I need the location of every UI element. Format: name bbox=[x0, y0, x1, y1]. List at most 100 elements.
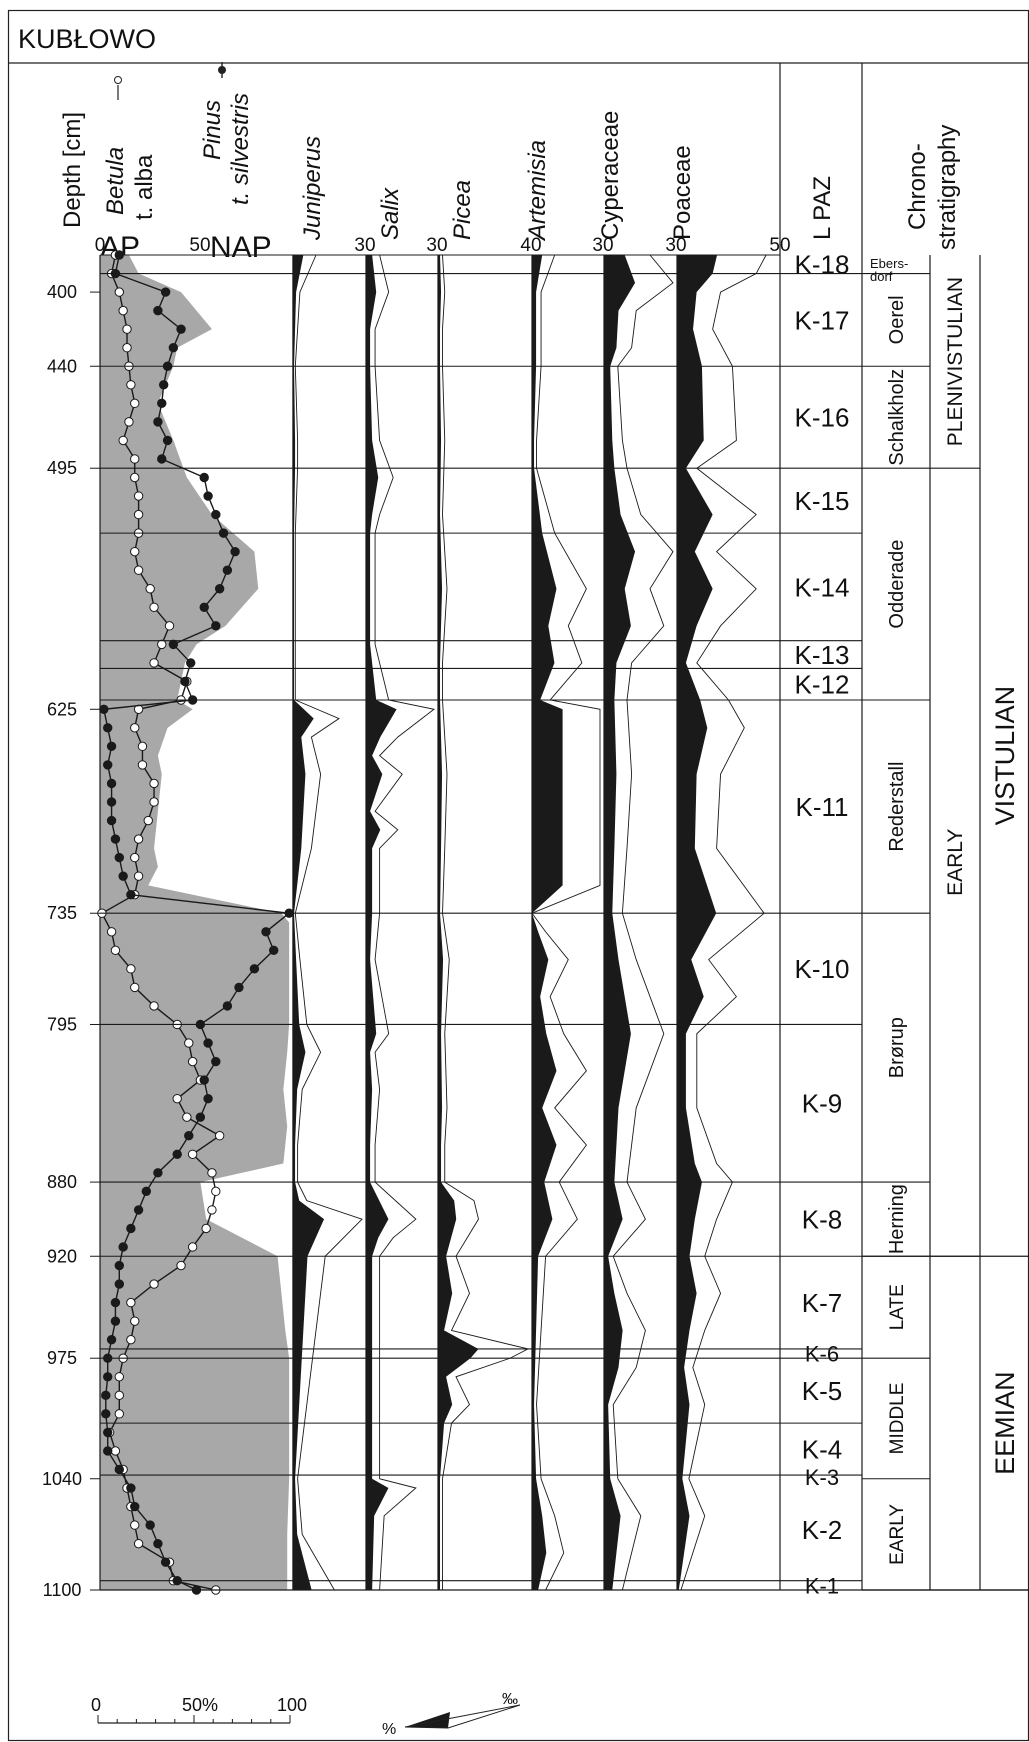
pinus-point bbox=[172, 1149, 182, 1159]
betula-point bbox=[114, 287, 125, 297]
pinus-point bbox=[261, 927, 271, 937]
zone-label-k-5: K-5 bbox=[802, 1376, 842, 1406]
period-label: VISTULIAN bbox=[990, 686, 1020, 826]
column-scale-labels: 0 50 30 30 40 30 30 50 bbox=[95, 235, 791, 256]
cyperaceae-exaggeration-line bbox=[612, 254, 674, 1591]
pinus-taxon-header: t. silvestris bbox=[227, 93, 254, 205]
betula-taxon-header: t. alba bbox=[131, 154, 158, 220]
scale-label: 40 bbox=[520, 235, 541, 256]
pinus-point bbox=[184, 1131, 194, 1141]
depth-tick-label: 1100 bbox=[43, 1580, 82, 1600]
betula-point bbox=[149, 1001, 159, 1011]
betula-point bbox=[122, 324, 132, 334]
betula-point bbox=[114, 1372, 125, 1382]
betula-point bbox=[130, 454, 140, 464]
ap-total-area bbox=[100, 255, 290, 1590]
betula-point bbox=[149, 602, 159, 612]
stage-label: Odderade bbox=[886, 540, 908, 629]
pinus-point bbox=[126, 1483, 136, 1493]
salix-exaggeration-line bbox=[374, 254, 436, 1591]
pinus-point bbox=[162, 435, 173, 446]
zone-label-k-6: K-6 bbox=[805, 1342, 839, 1367]
chrono-header-1: Chrono- bbox=[904, 143, 931, 230]
pinus-point bbox=[222, 565, 233, 575]
betula-point bbox=[130, 546, 140, 557]
picea-exaggeration-line bbox=[442, 254, 530, 1590]
betula-point bbox=[149, 1279, 159, 1289]
pinus-point bbox=[110, 1316, 121, 1326]
zone-label-k-8: K-8 bbox=[802, 1205, 842, 1235]
stage-label: MIDDLE bbox=[887, 1383, 908, 1455]
period-label: EEMIAN bbox=[990, 1371, 1020, 1475]
betula-point bbox=[187, 1149, 198, 1159]
betula-point bbox=[126, 380, 136, 390]
betula-point bbox=[126, 964, 136, 974]
betula-point bbox=[149, 797, 159, 807]
betula-point bbox=[182, 1112, 192, 1122]
pinus-point bbox=[180, 676, 190, 687]
betula-point bbox=[133, 509, 144, 520]
pinus-point bbox=[103, 1427, 113, 1438]
pinus-point bbox=[133, 1205, 144, 1215]
betula-point bbox=[214, 1131, 225, 1141]
depth-tick-label: 735 bbox=[47, 903, 77, 923]
zone-label-k-14: K-14 bbox=[795, 572, 850, 602]
pinus-point bbox=[158, 380, 169, 390]
zone-label-k-11: K-11 bbox=[796, 792, 849, 822]
betula-point bbox=[157, 639, 167, 650]
depth-header: Depth [cm] bbox=[59, 112, 86, 228]
pinus-point bbox=[199, 1075, 209, 1085]
scale-label-0: 0 bbox=[91, 1695, 101, 1715]
pinus-point bbox=[130, 1501, 140, 1512]
pinus-point bbox=[126, 889, 136, 900]
depth-tick-label: 880 bbox=[47, 1172, 77, 1192]
scale-label: 50 bbox=[189, 235, 210, 256]
pinus-point bbox=[118, 1242, 128, 1252]
pinus-point bbox=[103, 1446, 113, 1456]
pinus-point bbox=[114, 1464, 125, 1475]
scale-label: 30 bbox=[354, 235, 375, 256]
lpaz-header: L PAZ bbox=[809, 176, 836, 240]
pinus-point bbox=[110, 1297, 121, 1308]
betula-point bbox=[130, 398, 140, 409]
pinus-point bbox=[168, 639, 179, 650]
betula-point bbox=[114, 1390, 125, 1401]
scale-ticks bbox=[97, 1715, 291, 1723]
pinus-point bbox=[203, 1093, 213, 1104]
stage-label: Rederstall bbox=[886, 762, 908, 852]
betula-point bbox=[133, 1538, 144, 1549]
poaceae-header: Poaceae bbox=[669, 145, 696, 240]
betula-point bbox=[118, 435, 128, 446]
betula-point bbox=[110, 945, 121, 956]
artemisia-filled-curve bbox=[532, 255, 563, 1590]
depth-tick-label: 625 bbox=[47, 699, 77, 719]
zone-label-k-10: K-10 bbox=[795, 954, 850, 984]
betula-point bbox=[114, 1409, 125, 1419]
pinus-point bbox=[145, 1520, 155, 1530]
artemisia-header: Artemisia bbox=[524, 140, 551, 242]
scale-label: 30 bbox=[665, 235, 686, 256]
pinus-point bbox=[110, 834, 121, 844]
scale-label-100: 100 bbox=[277, 1695, 307, 1715]
pinus-point bbox=[106, 815, 117, 826]
pinus-point bbox=[211, 509, 221, 520]
zone-label-k-12: K-12 bbox=[795, 670, 850, 700]
pinus-point bbox=[249, 964, 260, 974]
betula-point bbox=[130, 723, 140, 733]
betula-point bbox=[137, 741, 148, 752]
permille-symbol: ‰ bbox=[502, 1691, 518, 1708]
betula-point bbox=[110, 1446, 121, 1456]
juniperus-exaggeration-line bbox=[294, 254, 363, 1591]
betula-point bbox=[207, 1168, 217, 1178]
artemisia-exaggeration-line bbox=[531, 254, 601, 1591]
scale-label-50: 50% bbox=[182, 1695, 218, 1715]
stage-label: Herning bbox=[886, 1184, 908, 1254]
pinus-point bbox=[114, 852, 125, 863]
betula-point bbox=[118, 305, 128, 316]
betula-point bbox=[201, 1223, 211, 1234]
betula-point bbox=[133, 834, 144, 844]
betula-point bbox=[130, 1316, 140, 1326]
depth-tick-label: 1040 bbox=[42, 1469, 82, 1489]
scale-label: 30 bbox=[592, 235, 613, 256]
